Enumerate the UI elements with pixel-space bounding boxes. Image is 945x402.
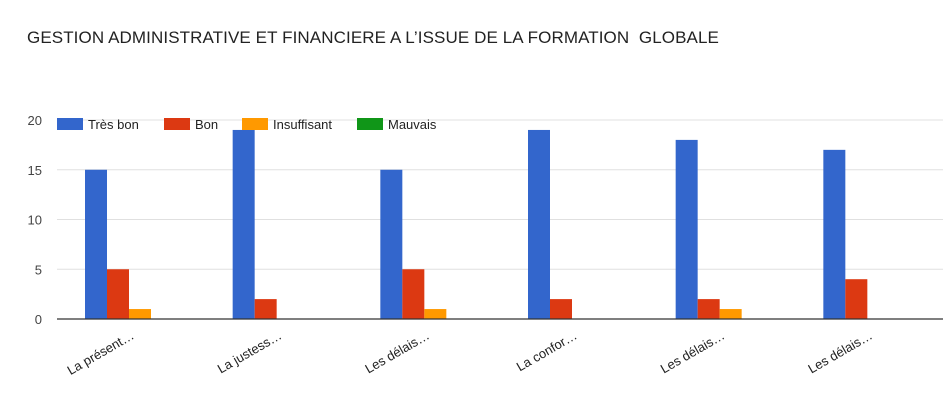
y-tick-label: 5 <box>35 262 42 277</box>
bar <box>823 149 846 319</box>
legend: Très bon Bon Insuffisant Mauvais <box>57 117 437 132</box>
y-axis-ticks: 0 5 10 15 20 <box>28 113 42 327</box>
legend-label: Insuffisant <box>273 117 332 132</box>
bar <box>380 169 403 319</box>
x-tick-label: Les délais… <box>362 328 431 377</box>
bar <box>232 129 255 319</box>
bar <box>107 269 129 319</box>
chart-title: GESTION ADMINISTRATIVE ET FINANCIERE A L… <box>27 28 719 47</box>
bar <box>550 299 572 319</box>
bar <box>129 309 151 319</box>
y-tick-label: 0 <box>35 312 42 327</box>
bar <box>845 279 868 319</box>
legend-swatch <box>164 118 190 130</box>
y-tick-label: 10 <box>28 213 42 228</box>
bar <box>85 169 107 319</box>
x-tick-label: La confor… <box>514 328 580 375</box>
legend-swatch <box>57 118 83 130</box>
bar <box>675 139 698 319</box>
legend-swatch <box>242 118 268 130</box>
y-tick-label: 15 <box>28 163 42 178</box>
x-tick-label: La justess… <box>215 328 284 377</box>
bar <box>402 269 425 319</box>
bars <box>85 129 868 319</box>
bar <box>424 309 447 319</box>
legend-label: Très bon <box>88 117 139 132</box>
x-tick-label: La présent… <box>65 328 137 378</box>
bar <box>719 309 742 319</box>
legend-label: Bon <box>195 117 218 132</box>
legend-label: Mauvais <box>388 117 437 132</box>
gridlines <box>57 119 943 270</box>
bar <box>697 299 720 319</box>
bar <box>528 129 550 319</box>
x-tick-label: Les délais… <box>658 328 727 377</box>
legend-swatch <box>357 118 383 130</box>
x-axis-ticks: La présent… La justess… Les délais… La conf… <box>65 328 875 378</box>
y-tick-label: 20 <box>28 113 42 128</box>
bar <box>254 299 277 319</box>
x-tick-label: Les délais… <box>805 328 874 377</box>
